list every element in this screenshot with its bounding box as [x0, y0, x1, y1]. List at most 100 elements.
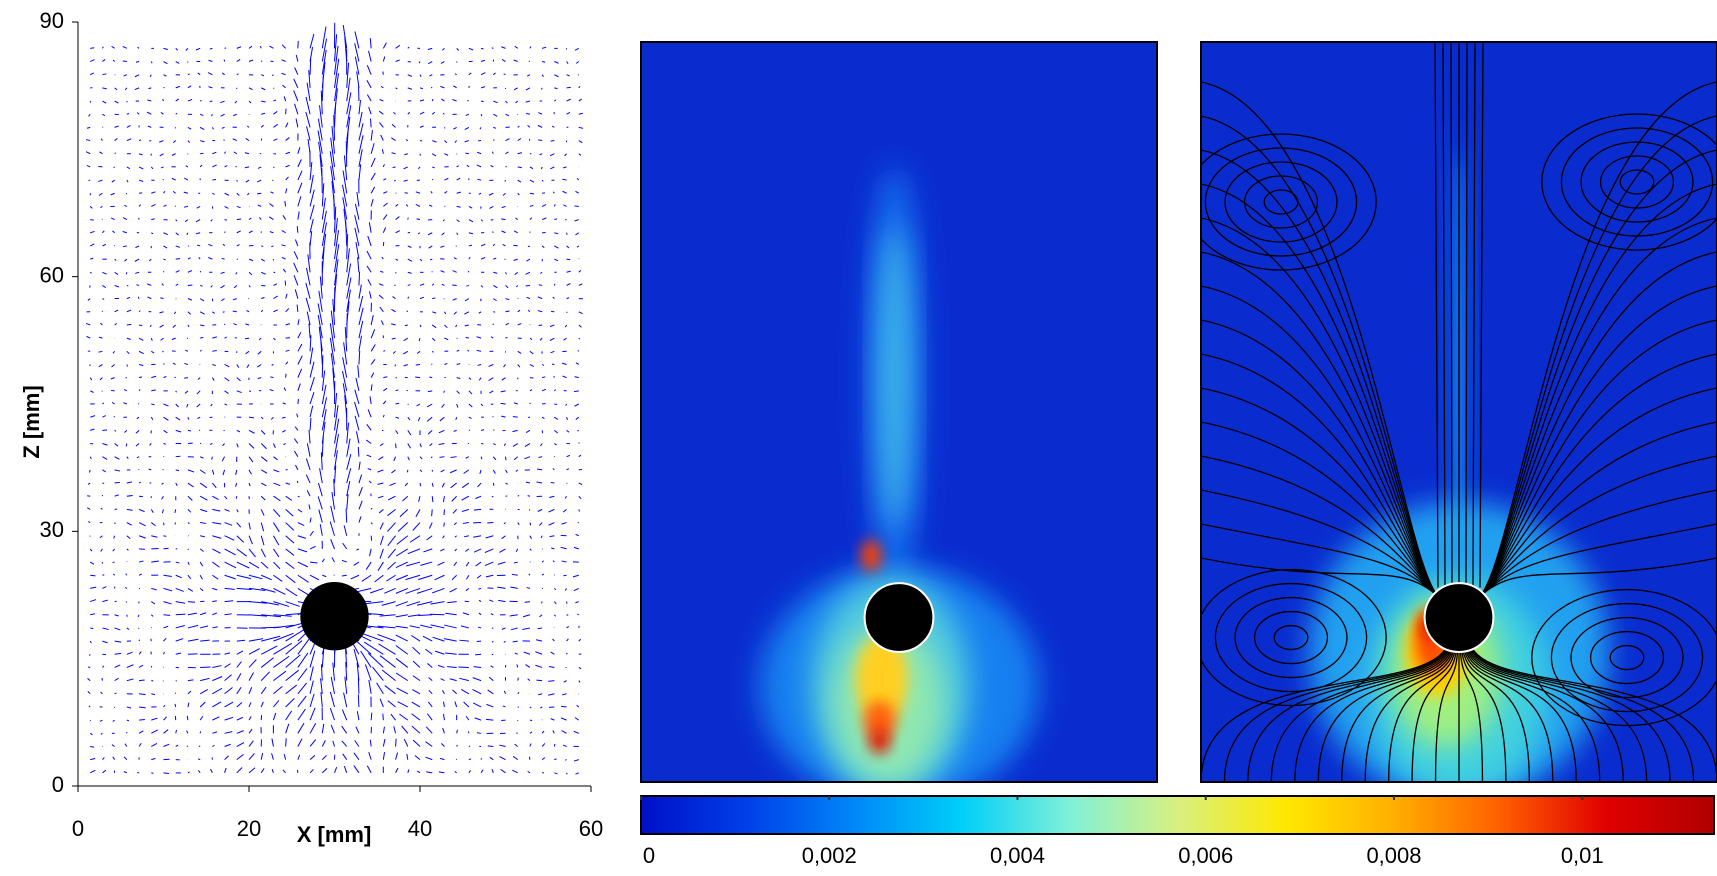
- vector-arrow: [126, 508, 133, 511]
- vector-arrow: [553, 743, 556, 747]
- vector-arrow: [175, 47, 179, 51]
- vector-arrow: [456, 390, 460, 394]
- vector-arrow: [308, 323, 311, 339]
- vector-arrow: [438, 443, 445, 445]
- vector-arrow: [285, 349, 290, 352]
- vector-arrow: [297, 708, 306, 721]
- vector-arrow: [451, 495, 458, 502]
- vector-arrow: [468, 72, 472, 76]
- vector-arrow: [330, 310, 335, 339]
- vector-arrow: [236, 244, 240, 247]
- vector-arrow: [174, 703, 177, 708]
- vector-arrow: [343, 155, 348, 181]
- vector-arrow: [114, 481, 120, 484]
- vector-arrow: [404, 324, 408, 327]
- vector-arrow: [198, 745, 201, 747]
- vector-arrow: [212, 192, 215, 195]
- vector-arrow: [452, 298, 457, 301]
- vector-arrow: [163, 547, 169, 550]
- vector-arrow: [273, 456, 278, 461]
- vector-arrow: [478, 311, 482, 314]
- vector-arrow: [418, 614, 433, 616]
- vector-arrow: [563, 680, 567, 683]
- vector-arrow: [453, 311, 457, 315]
- vector-arrow: [465, 456, 470, 459]
- vector-arrow: [187, 482, 194, 488]
- vector-arrow: [548, 693, 555, 696]
- vector-arrow: [425, 756, 433, 761]
- vector-arrow: [343, 692, 348, 708]
- vector-arrow: [550, 718, 555, 721]
- vector-arrow: [447, 601, 457, 604]
- vector-arrow: [273, 509, 281, 518]
- vector-arrow: [212, 665, 222, 668]
- vector-arrow: [248, 429, 255, 434]
- vector-arrow: [554, 588, 557, 591]
- vector-arrow: [377, 482, 384, 485]
- vector-arrow: [175, 729, 178, 734]
- vector-arrow: [478, 587, 482, 590]
- vector-arrow: [138, 204, 141, 207]
- vector-arrow: [224, 231, 226, 233]
- vector-arrow: [564, 153, 567, 157]
- vector-arrow: [160, 297, 164, 300]
- vector-arrow: [98, 350, 103, 353]
- vector-arrow: [493, 298, 497, 302]
- vector-arrow: [429, 376, 433, 379]
- vector-arrow: [575, 601, 579, 604]
- vector-arrow: [478, 612, 482, 616]
- y-axis-label: Z [mm]: [19, 385, 44, 458]
- vector-arrow: [391, 469, 396, 474]
- vector-arrow: [321, 210, 327, 233]
- vector-arrow: [369, 739, 372, 747]
- vector-arrow: [529, 522, 532, 526]
- vector-arrow: [551, 125, 555, 128]
- vector-arrow: [361, 574, 372, 582]
- vector-arrow: [86, 164, 91, 168]
- vector-arrow: [490, 165, 494, 168]
- vector-arrow: [365, 561, 372, 570]
- vector-arrow: [443, 638, 457, 642]
- vector-arrow: [566, 111, 571, 115]
- vector-arrow: [431, 350, 434, 353]
- vector-arrow: [273, 309, 278, 313]
- vector-arrow: [236, 192, 240, 196]
- vector-arrow: [175, 587, 184, 592]
- vector-arrow: [554, 758, 557, 761]
- vector-arrow: [212, 676, 223, 682]
- vector-arrow: [486, 718, 494, 721]
- vector-arrow: [478, 192, 482, 195]
- vector-arrow: [513, 244, 518, 247]
- vector-arrow: [211, 127, 214, 130]
- vector-arrow: [197, 770, 201, 774]
- vector-arrow: [309, 680, 314, 694]
- vector-arrow: [111, 744, 115, 747]
- vector-arrow: [138, 324, 143, 327]
- vector-arrow: [501, 218, 506, 221]
- vector-arrow: [211, 114, 213, 117]
- vector-arrow: [321, 61, 326, 88]
- vector-arrow: [223, 139, 225, 141]
- vector-arrow: [163, 535, 167, 537]
- streamline: [1478, 455, 1717, 599]
- vector-arrow: [236, 561, 250, 569]
- vector-arrow: [163, 61, 168, 65]
- vector-arrow: [395, 574, 408, 581]
- vector-arrow: [100, 548, 103, 552]
- vector-arrow: [138, 560, 144, 563]
- vector-arrow: [354, 415, 360, 431]
- vector-arrow: [333, 114, 335, 141]
- vector-arrow: [492, 231, 494, 233]
- vector-arrow: [370, 143, 375, 154]
- vector-arrow: [162, 98, 164, 102]
- vector-arrow: [273, 522, 280, 533]
- vector-arrow: [114, 323, 117, 326]
- vector-arrow: [282, 429, 286, 433]
- vector-arrow: [172, 324, 177, 328]
- vector-arrow: [357, 694, 360, 707]
- vector-arrow: [220, 113, 225, 117]
- vector-arrow: [498, 599, 506, 603]
- vector-arrow: [486, 703, 494, 708]
- colorbar-tick-label: 0,01: [1561, 843, 1604, 868]
- vector-arrow: [395, 44, 401, 49]
